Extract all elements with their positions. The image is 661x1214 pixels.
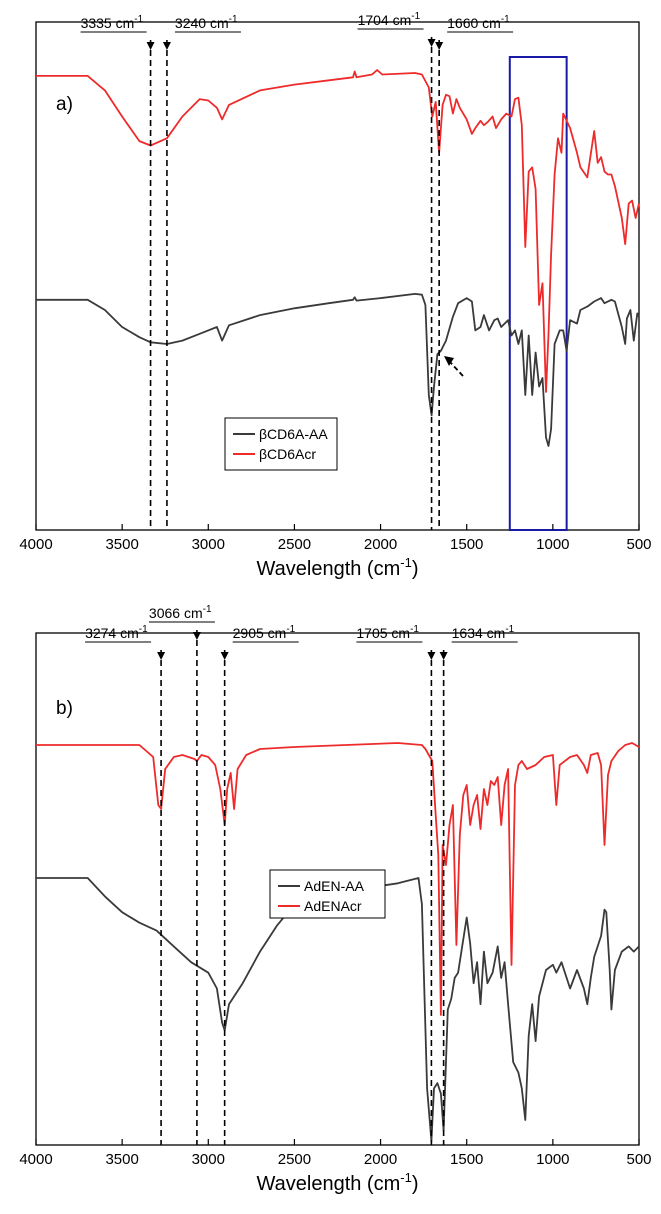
shoulder-arrow-head	[444, 356, 454, 366]
panel-label: a)	[56, 94, 73, 115]
x-tick-label: 1000	[536, 1151, 569, 1168]
x-tick-label: 3000	[192, 1151, 225, 1168]
annotation-arrow	[439, 652, 448, 660]
annotation-label: 1704 cm-1	[358, 11, 421, 28]
annotation-arrow	[427, 39, 436, 47]
x-tick-label: 3000	[192, 536, 225, 553]
legend-box	[269, 869, 386, 919]
highlight-box	[508, 56, 568, 531]
x-tick-label: 2500	[278, 536, 311, 553]
annotation-label: 3274 cm-1	[85, 624, 148, 641]
legend-label: AdENAcr	[304, 898, 362, 914]
annotation-label: 2905 cm-1	[233, 624, 296, 641]
series-line-adenacr	[36, 742, 640, 1016]
x-axis-title: Wavelength (cm-1)	[257, 1170, 419, 1195]
x-tick-label: 4000	[19, 536, 52, 553]
annotation-arrow	[157, 652, 166, 660]
x-tick-label: 4000	[19, 1151, 52, 1168]
legend: AdEN-AA AdENAcr	[269, 869, 386, 919]
x-tick-label: 2000	[364, 536, 397, 553]
x-axis-title: Wavelength (cm-1)	[257, 555, 419, 580]
legend: βCD6A-AA βCD6Acr	[224, 417, 338, 471]
plot-frame	[35, 21, 640, 531]
annotation-arrow	[146, 42, 155, 50]
x-tick-label: 2500	[278, 1151, 311, 1168]
x-tick-label: 3500	[105, 1151, 138, 1168]
x-tick-label: 500	[626, 1151, 651, 1168]
annotation-arrow	[162, 42, 171, 50]
annotation-arrow	[435, 42, 444, 50]
x-tick-label: 1500	[450, 1151, 483, 1168]
series-line--cd6a-aa	[36, 293, 640, 447]
legend-box	[224, 417, 338, 471]
plot-frame	[35, 632, 640, 1146]
x-tick-label: 1000	[536, 536, 569, 553]
x-tick-label: 500	[626, 536, 651, 553]
annotation-label: 1705 cm-1	[356, 624, 419, 641]
shoulder-arrow-line	[449, 361, 464, 377]
x-tick-label: 2000	[364, 1151, 397, 1168]
annotation-label: 1634 cm-1	[452, 624, 515, 641]
legend-label: βCD6A-AA	[259, 426, 328, 442]
annotation-label: 3240 cm-1	[175, 14, 238, 31]
x-tick-label: 3500	[105, 536, 138, 553]
series-line-aden-aa	[36, 877, 640, 1142]
panel-b: 4000 3500 3000 2500 2000 1500 1000 500 Wavelengt…	[19, 604, 651, 1195]
panel-label: b)	[56, 698, 73, 719]
x-tick-label: 1500	[450, 536, 483, 553]
annotation-arrow	[220, 652, 229, 660]
annotation-label: 3066 cm-1	[149, 604, 212, 621]
annotation-label: 1660 cm-1	[447, 14, 510, 31]
panel-a: 4000 3500 3000 2500 2000 1500 1000 500 Wavelengt…	[19, 11, 651, 580]
legend-label: βCD6Acr	[259, 446, 316, 462]
legend-label: AdEN-AA	[304, 878, 365, 894]
annotation-label: 3335 cm-1	[81, 14, 144, 31]
annotation-arrow	[427, 652, 436, 660]
annotation-arrow	[192, 632, 201, 640]
series-line--cd6acr	[36, 69, 640, 393]
